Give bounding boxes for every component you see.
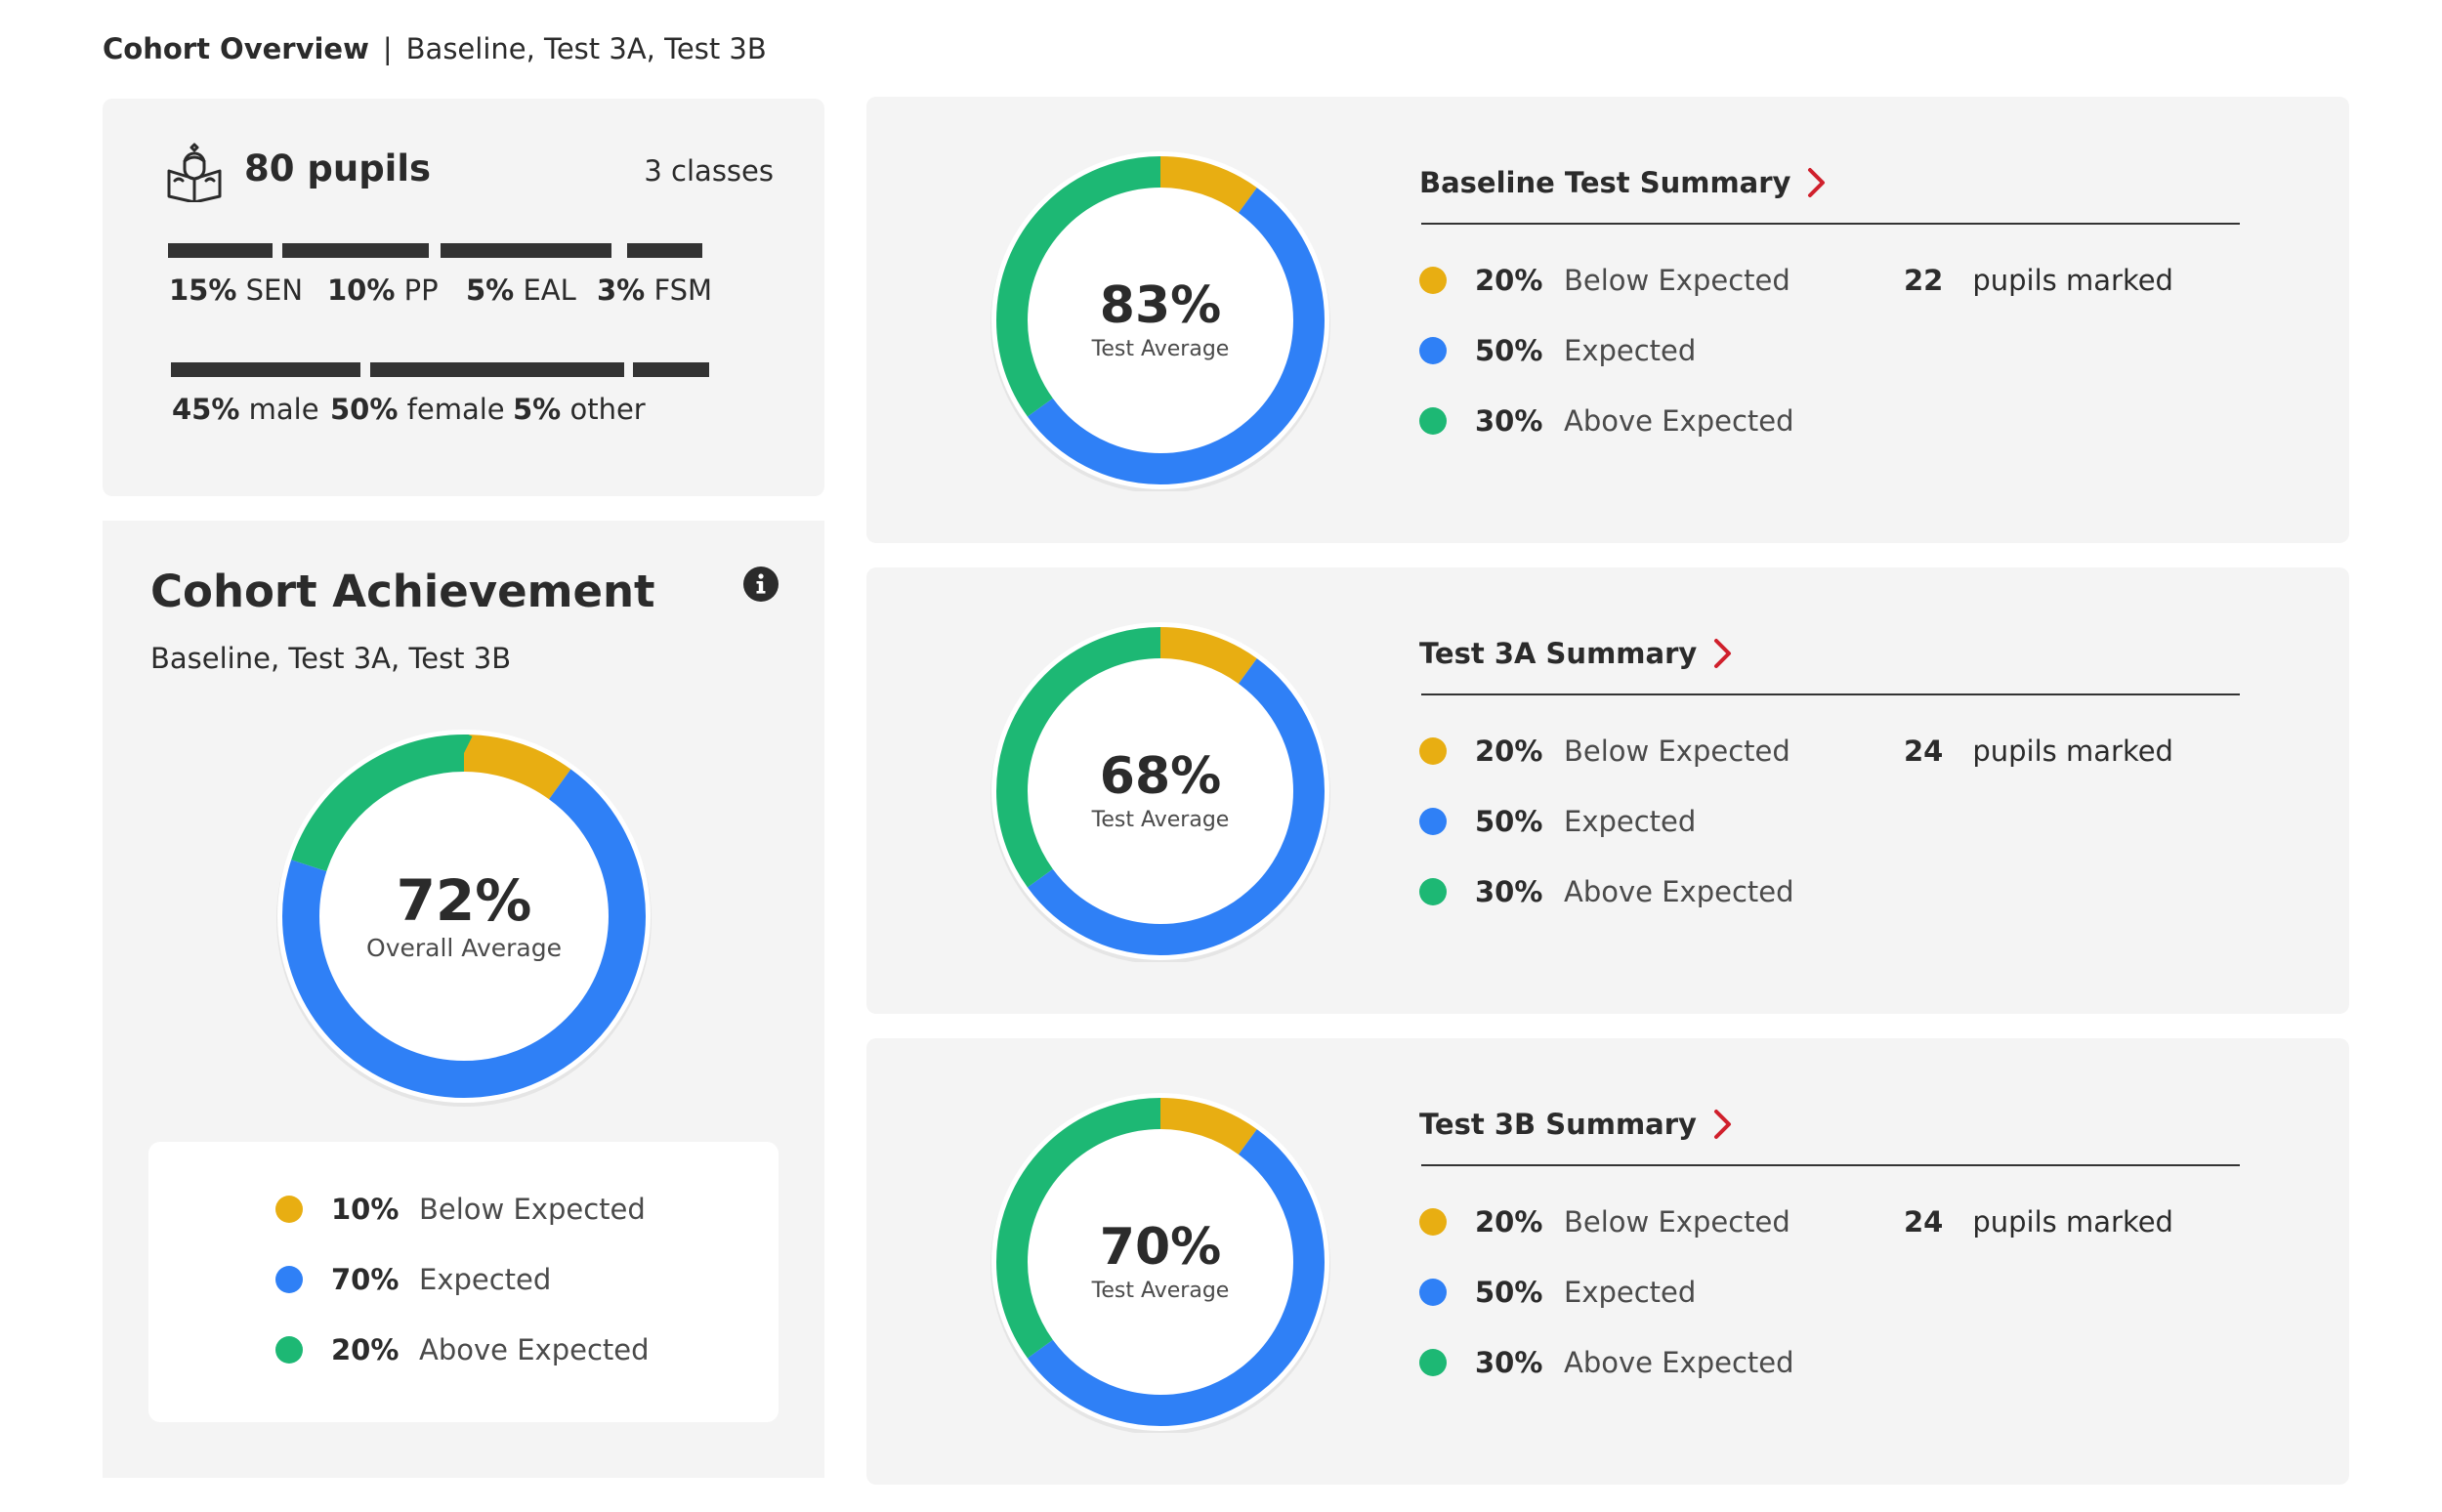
expected-dot bbox=[1419, 337, 1447, 364]
reading-pupil-icon bbox=[167, 143, 222, 202]
test-average-value: 83% bbox=[1099, 276, 1222, 335]
stat-fsm: 3% FSM bbox=[597, 273, 713, 307]
expected-segment bbox=[996, 156, 1325, 484]
donut-hole bbox=[1028, 1129, 1293, 1395]
overall-donut-chart: 72% Overall Average bbox=[274, 726, 654, 1107]
expected-dot bbox=[1419, 1279, 1447, 1306]
legend-item-below: 20% Below Expected bbox=[1419, 261, 1790, 300]
legend-item-above: 30% Above Expected bbox=[1419, 872, 1794, 911]
test-average-caption: Test Average bbox=[1091, 337, 1230, 361]
legend-item-above: 20% Above Expected bbox=[275, 1330, 650, 1369]
test-donut-chart: 70% Test Average bbox=[989, 1091, 1331, 1433]
title-divider bbox=[1421, 1164, 2240, 1166]
legend-item-above: 30% Above Expected bbox=[1419, 401, 1794, 441]
eal-bar-segment bbox=[441, 243, 611, 258]
page-header: Cohort Overview | Baseline, Test 3A, Test … bbox=[103, 29, 767, 68]
overall-average-value: 72% bbox=[396, 867, 532, 934]
donut-hole bbox=[1028, 658, 1293, 924]
other-bar-segment bbox=[633, 362, 709, 377]
stat-pp: 10% PP bbox=[327, 273, 439, 307]
pupils-marked: 24 pupils marked bbox=[1904, 735, 2173, 768]
test-card-3b: 70% Test Average Test 3B Summary 20% Bel… bbox=[866, 1038, 2349, 1485]
test-summary-link[interactable]: Test 3B Summary bbox=[1419, 1105, 1734, 1144]
test-card-3a: 68% Test Average Test 3A Summary 20% Bel… bbox=[866, 567, 2349, 1014]
chevron-right-icon bbox=[1713, 1110, 1731, 1139]
above-expected-dot bbox=[1419, 878, 1447, 905]
pp-bar-segment bbox=[282, 243, 429, 258]
chevron-right-icon bbox=[1714, 639, 1732, 668]
test-average-value: 70% bbox=[1099, 1218, 1222, 1277]
legend-item-above: 30% Above Expected bbox=[1419, 1343, 1794, 1382]
female-bar-segment bbox=[370, 362, 624, 377]
above-expected-segment bbox=[996, 627, 1325, 955]
test-summary-link[interactable]: Baseline Test Summary bbox=[1419, 163, 1828, 202]
expected-segment bbox=[996, 1098, 1325, 1426]
above-expected-segment bbox=[996, 1098, 1325, 1426]
legend-item-expected: 50% Expected bbox=[1419, 802, 1696, 841]
legend-item-below: 20% Below Expected bbox=[1419, 732, 1790, 771]
header-separator: | bbox=[382, 32, 393, 65]
stat-eal: 5% EAL bbox=[466, 273, 576, 307]
achievement-subtitle: Baseline, Test 3A, Test 3B bbox=[150, 642, 512, 675]
below-expected-dot bbox=[1419, 737, 1447, 765]
sen-bar-segment bbox=[168, 243, 273, 258]
above-expected-dot bbox=[1419, 1349, 1447, 1376]
above-expected-segment bbox=[282, 735, 646, 1098]
legend-item-below: 10% Below Expected bbox=[275, 1190, 646, 1229]
stat-other: 5% other bbox=[513, 393, 646, 426]
test-donut-chart: 68% Test Average bbox=[989, 620, 1331, 962]
below-expected-dot bbox=[1419, 267, 1447, 294]
stat-sen: 15% SEN bbox=[169, 273, 304, 307]
below-expected-dot bbox=[275, 1196, 303, 1223]
test-card-baseline: 83% Test Average Baseline Test Summary 2… bbox=[866, 97, 2349, 543]
below-expected-dot bbox=[1419, 1208, 1447, 1236]
title-divider bbox=[1421, 693, 2240, 695]
donut-hole bbox=[319, 772, 609, 1061]
page-title: Cohort Overview bbox=[103, 32, 369, 65]
expected-segment bbox=[282, 735, 646, 1098]
above-expected-dot bbox=[1419, 407, 1447, 435]
pupils-marked: 22 pupils marked bbox=[1904, 264, 2173, 297]
chevron-right-icon bbox=[1808, 168, 1826, 197]
legend-item-expected: 70% Expected bbox=[275, 1260, 551, 1299]
page-subtitle: Baseline, Test 3A, Test 3B bbox=[405, 32, 767, 65]
pupils-card: 80 pupils 3 classes 15% SEN 10% PP 5% EA… bbox=[103, 99, 824, 496]
legend-item-expected: 50% Expected bbox=[1419, 331, 1696, 370]
legend-item-expected: 50% Expected bbox=[1419, 1273, 1696, 1312]
achievement-title: Cohort Achievement bbox=[150, 566, 655, 617]
fsm-bar-segment bbox=[627, 243, 702, 258]
pupils-marked: 24 pupils marked bbox=[1904, 1205, 2173, 1239]
cohort-achievement-card: Cohort Achievement Baseline, Test 3A, Te… bbox=[103, 521, 824, 1478]
male-bar-segment bbox=[171, 362, 360, 377]
test-average-caption: Test Average bbox=[1091, 808, 1230, 832]
class-count: 3 classes bbox=[644, 154, 774, 188]
stat-male: 45% male bbox=[172, 393, 319, 426]
test-average-caption: Test Average bbox=[1091, 1279, 1230, 1303]
above-expected-dot bbox=[275, 1336, 303, 1364]
test-donut-chart: 83% Test Average bbox=[989, 149, 1331, 491]
test-average-value: 68% bbox=[1099, 747, 1222, 806]
title-divider bbox=[1421, 223, 2240, 225]
expected-dot bbox=[275, 1266, 303, 1293]
expected-segment bbox=[996, 627, 1325, 955]
pupil-count: 80 pupils bbox=[244, 147, 432, 189]
stat-female: 50% female bbox=[330, 393, 505, 426]
achievement-legend: 10% Below Expected 70% Expected 20% Abov… bbox=[148, 1142, 779, 1422]
expected-dot bbox=[1419, 808, 1447, 835]
legend-item-below: 20% Below Expected bbox=[1419, 1202, 1790, 1241]
overall-average-caption: Overall Average bbox=[366, 934, 562, 962]
info-icon[interactable] bbox=[743, 567, 779, 602]
above-expected-segment bbox=[996, 156, 1325, 484]
test-summary-link[interactable]: Test 3A Summary bbox=[1419, 634, 1734, 673]
donut-hole bbox=[1028, 188, 1293, 453]
